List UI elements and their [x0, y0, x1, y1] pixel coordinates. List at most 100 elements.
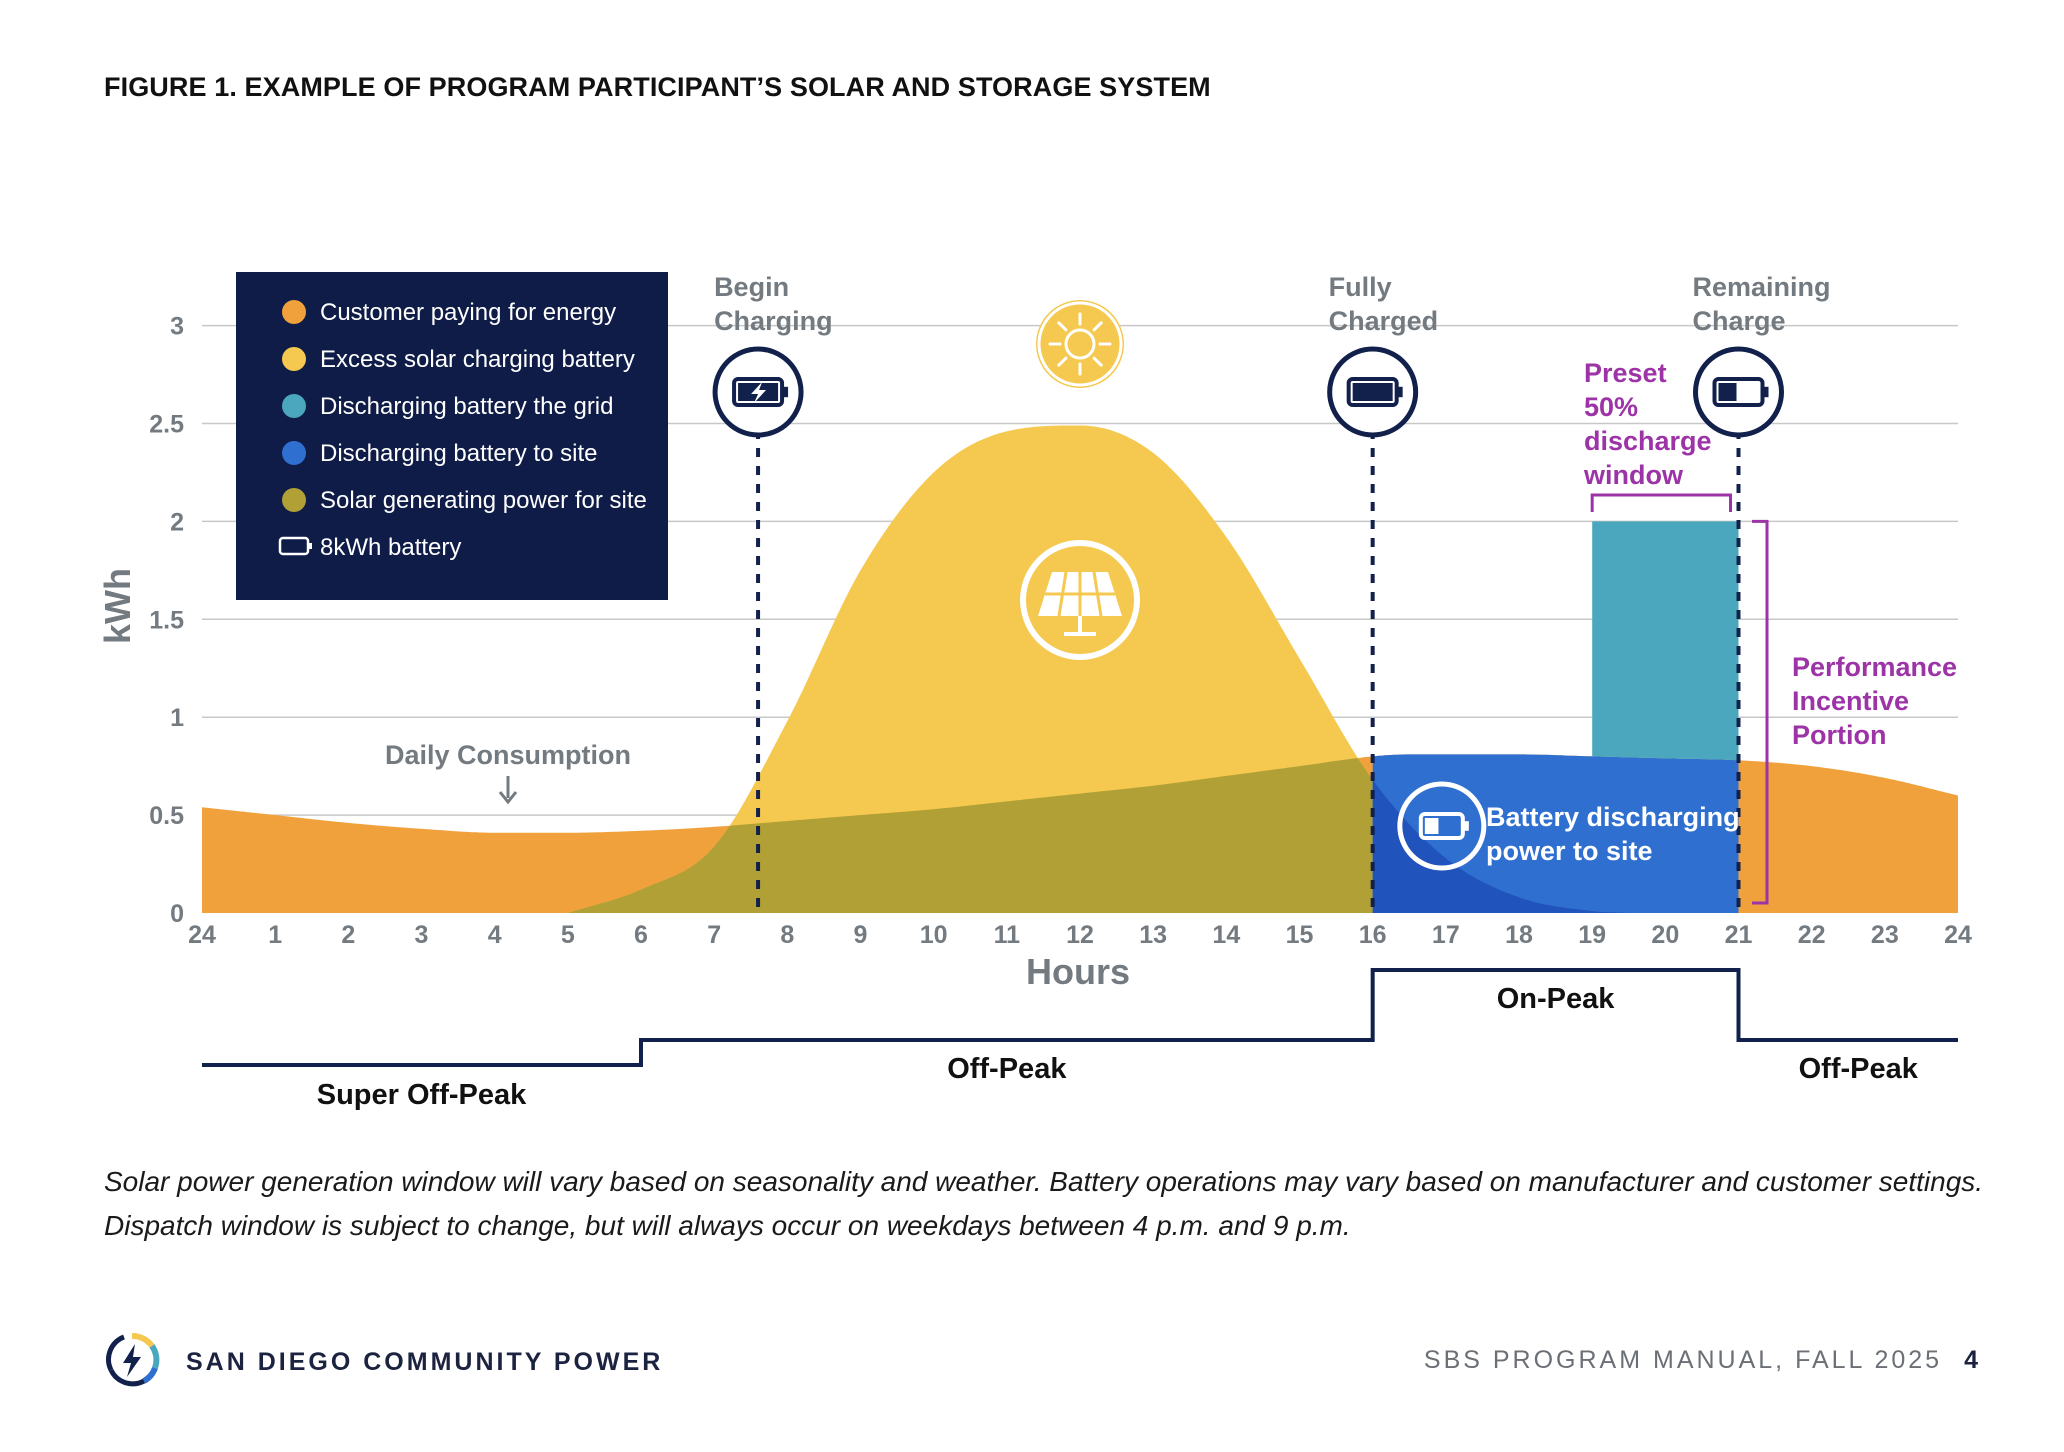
tou-period-label: Off-Peak	[947, 1053, 1067, 1085]
legend-swatch	[282, 441, 306, 465]
x-tick-label: 21	[1725, 921, 1753, 949]
battery-fill	[1352, 383, 1393, 401]
bolt-icon	[751, 382, 767, 403]
battery-body	[1712, 377, 1765, 407]
marker-label-line1: Begin	[714, 272, 789, 302]
battery-tip	[1397, 386, 1403, 398]
x-tick-label: 14	[1212, 921, 1240, 949]
figure-caption: Solar power generation window will vary …	[104, 1160, 1984, 1248]
performance-incentive-bracket	[1752, 519, 1769, 905]
y-tick-label: 2.5	[149, 411, 184, 439]
solar-panel-icon	[1020, 540, 1140, 660]
battery-discharging-label-line2: power to site	[1486, 836, 1653, 866]
legend-label: 8kWh battery	[320, 534, 461, 561]
tou-period-label: On-Peak	[1497, 983, 1616, 1015]
battery-tip	[1463, 821, 1469, 831]
tou-step-line	[202, 968, 1958, 1067]
legend-swatch	[282, 300, 306, 324]
x-axis-title: Hours	[1026, 951, 1130, 992]
battery-full-icon	[1346, 377, 1403, 407]
caption-line-2: Dispatch window is subject to change, bu…	[104, 1210, 1351, 1241]
footer-manual-title: SBS PROGRAM MANUAL, FALL 2025	[1423, 1346, 1943, 1374]
y-axis-title: kWh	[97, 568, 138, 644]
legend-item: Discharging battery the grid	[282, 393, 613, 420]
marker-lines	[756, 412, 1741, 913]
sun-ray	[1092, 356, 1103, 367]
legend-battery-tip	[309, 543, 312, 549]
x-tick-label: 7	[707, 921, 721, 949]
x-tick-label: 10	[920, 921, 948, 949]
sun-ray	[1057, 321, 1068, 332]
legend-swatch	[282, 394, 306, 418]
x-tick-label: 15	[1286, 921, 1314, 949]
x-tick-label: 24	[188, 921, 216, 949]
x-tick-label: 6	[634, 921, 648, 949]
marker-3: Remaining Charge	[1693, 272, 1831, 438]
marker-label-line1: Remaining	[1693, 272, 1831, 302]
x-tick-label: 12	[1066, 921, 1094, 949]
preset-window-label: 50%	[1584, 392, 1638, 422]
x-tick-label: 8	[780, 921, 794, 949]
legend-battery-icon	[278, 536, 310, 556]
battery-body	[732, 377, 785, 407]
x-tick-label: 18	[1505, 921, 1533, 949]
x-tick-label: 16	[1359, 921, 1387, 949]
page-number: 4	[1964, 1346, 1978, 1374]
y-tick-label: 0.5	[149, 802, 184, 830]
y-tick-label: 2	[170, 508, 184, 536]
sun-ring	[1037, 301, 1123, 387]
performance-incentive-label: Performance	[1792, 652, 1957, 682]
legend: Customer paying for energy Excess solar c…	[236, 272, 668, 600]
discharge-battery	[1418, 812, 1469, 840]
legend-item: Excess solar charging battery	[282, 346, 635, 373]
y-tick-label: 0	[170, 900, 184, 928]
footer-manual: SBS PROGRAM MANUAL, FALL 2025 4	[1424, 1346, 1978, 1375]
sun-ray	[1057, 356, 1068, 367]
preset-window-label: Preset	[1584, 358, 1667, 388]
x-tick-label: 19	[1578, 921, 1606, 949]
x-tick-label: 13	[1139, 921, 1167, 949]
sun-ray	[1092, 321, 1103, 332]
solar-storage-chart: Begin Charging Fully Charged Remaining Charge…	[97, 272, 1972, 1111]
battery-body	[1346, 377, 1399, 407]
legend-item: Solar generating power for site	[282, 487, 647, 514]
legend-item: Customer paying for energy	[282, 299, 616, 326]
x-tick-label: 22	[1798, 921, 1826, 949]
y-tick-label: 3	[170, 313, 184, 341]
axes: 24 1 2 3 4 5 6 7 8 9 10 11 12 13 14 15 16 17 18 19 20 21 22 23 2…	[97, 313, 1972, 992]
battery-body	[1418, 812, 1465, 840]
marker-1: Begin Charging	[712, 272, 833, 438]
battery-fill	[1424, 818, 1439, 834]
marker-label-line2: Charging	[714, 306, 833, 336]
legend-label: Customer paying for energy	[320, 299, 616, 326]
performance-incentive-label: Incentive	[1792, 686, 1909, 716]
chart-icons: Begin Charging Fully Charged Remaining Charge	[712, 272, 1831, 871]
daily-consumption-arrowhead	[498, 791, 518, 805]
y-tick-label: 1.5	[149, 606, 184, 634]
x-tick-label: 17	[1432, 921, 1460, 949]
battery-charging-icon	[732, 377, 789, 407]
preset-window-label: discharge	[1584, 426, 1712, 456]
marker-2: Fully Charged	[1327, 272, 1438, 438]
marker-label-line2: Charge	[1693, 306, 1786, 336]
sdcp-logo-icon	[106, 1333, 160, 1387]
tou-period-label: Super Off-Peak	[317, 1079, 527, 1111]
battery-half-icon	[1712, 377, 1769, 407]
sun-icon	[1036, 300, 1124, 388]
battery-fill	[1718, 383, 1737, 401]
sun-core	[1064, 328, 1096, 360]
battery-tip	[783, 386, 789, 398]
area-solar-for-site	[567, 758, 1629, 913]
x-tick-label: 24	[1944, 921, 1972, 949]
daily-consumption-label: Daily Consumption	[385, 740, 631, 770]
tou-period-label: Off-Peak	[1799, 1053, 1919, 1085]
figure-title: FIGURE 1. EXAMPLE OF PROGRAM PARTICIPANT…	[104, 72, 1211, 102]
tou-periods: Super Off-Peak Off-Peak On-Peak Off-Peak	[202, 968, 1958, 1111]
area-battery-solar-overlap	[1372, 779, 1629, 913]
battery-discharging-icon	[1397, 781, 1487, 871]
legend-item: Discharging battery to site	[282, 440, 597, 467]
preset-window-bracket	[1590, 493, 1732, 512]
legend-item: 8kWh battery	[278, 534, 461, 561]
chart-areas	[202, 425, 1958, 913]
y-tick-label: 1	[170, 704, 184, 732]
